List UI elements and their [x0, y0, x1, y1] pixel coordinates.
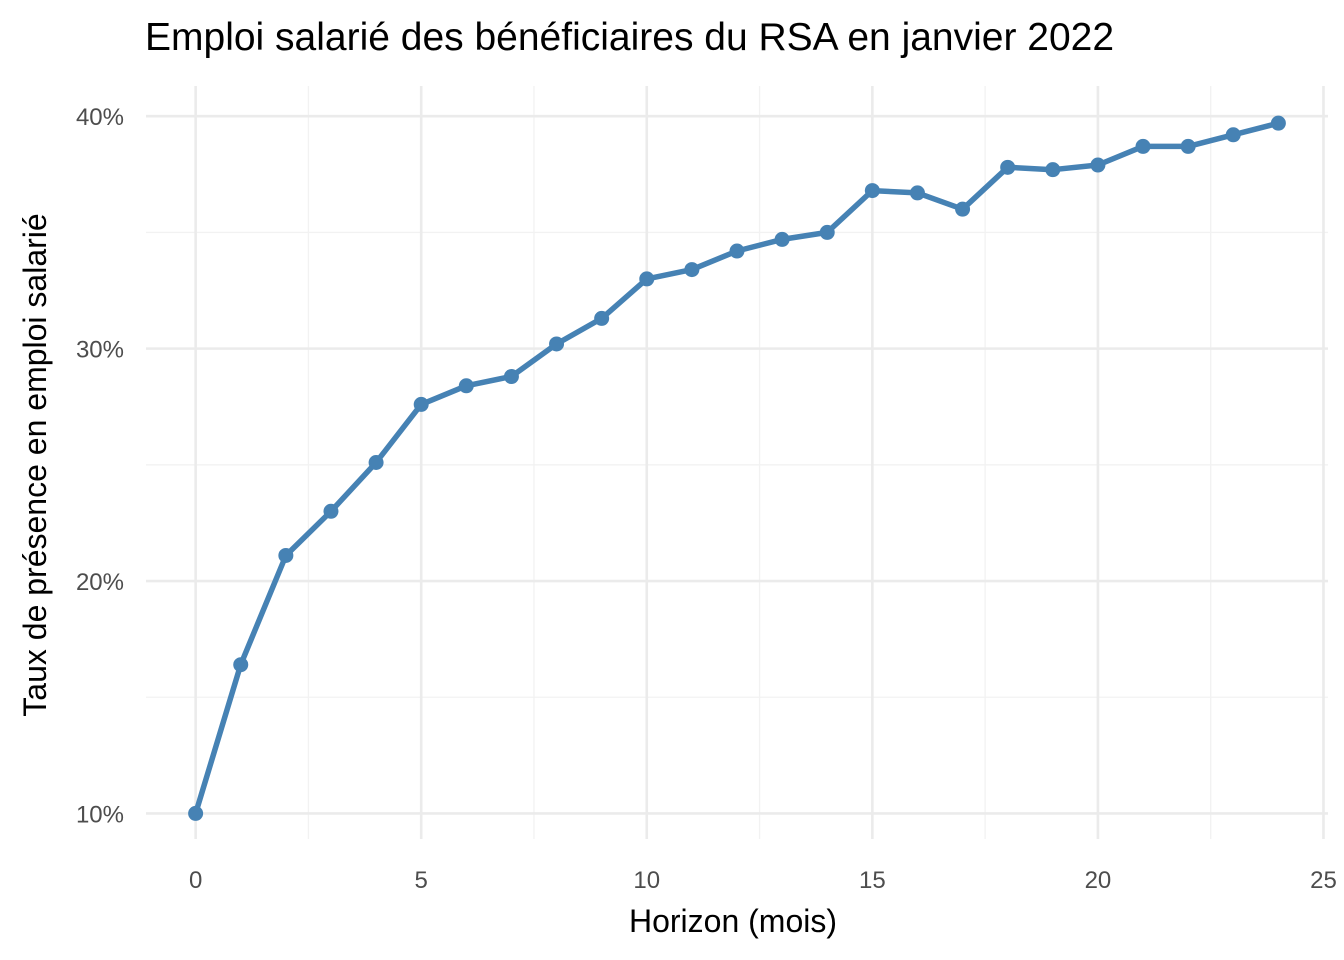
data-point [684, 262, 700, 278]
y-tick-label: 10% [76, 801, 124, 828]
data-point [549, 336, 565, 352]
x-tick-label: 10 [633, 867, 660, 894]
data-point [729, 243, 745, 259]
y-axis-title: Taux de présence en emploi salarié [17, 213, 53, 716]
data-point [278, 547, 294, 563]
data-point [909, 185, 925, 201]
x-tick-label: 25 [1310, 867, 1337, 894]
chart-title: Emploi salarié des bénéficiaires du RSA … [145, 16, 1114, 59]
data-point [1045, 162, 1061, 178]
data-point [1000, 159, 1016, 175]
data-point [368, 455, 384, 470]
data-point [594, 310, 610, 326]
x-axis-title: Horizon (mois) [629, 903, 837, 939]
y-tick-label: 30% [76, 337, 124, 364]
data-point [458, 378, 474, 394]
x-tick-label: 0 [189, 867, 202, 894]
data-point [503, 369, 519, 385]
series-line [192, 120, 1282, 817]
y-tick-label: 40% [76, 104, 124, 131]
data-point [639, 271, 655, 287]
x-axis-ticks: 0 5 10 15 20 25 [189, 867, 1337, 894]
grid [146, 86, 1328, 839]
data-point [1090, 157, 1106, 173]
data-point [233, 657, 249, 673]
data-point [413, 396, 429, 412]
x-tick-label: 20 [1085, 867, 1112, 894]
data-point [1135, 138, 1151, 154]
data-point [819, 224, 835, 240]
y-tick-label: 20% [76, 569, 124, 596]
x-tick-label: 15 [859, 867, 886, 894]
data-point [1180, 138, 1196, 154]
data-point [955, 201, 971, 217]
data-point [1225, 127, 1241, 143]
series [188, 115, 1286, 821]
data-point [1270, 115, 1286, 131]
x-tick-label: 5 [415, 867, 428, 894]
y-axis-ticks: 10% 20% 30% 40% [76, 104, 124, 828]
data-point [188, 805, 204, 821]
data-point [774, 231, 790, 247]
data-point [864, 183, 880, 199]
data-point [323, 503, 339, 519]
